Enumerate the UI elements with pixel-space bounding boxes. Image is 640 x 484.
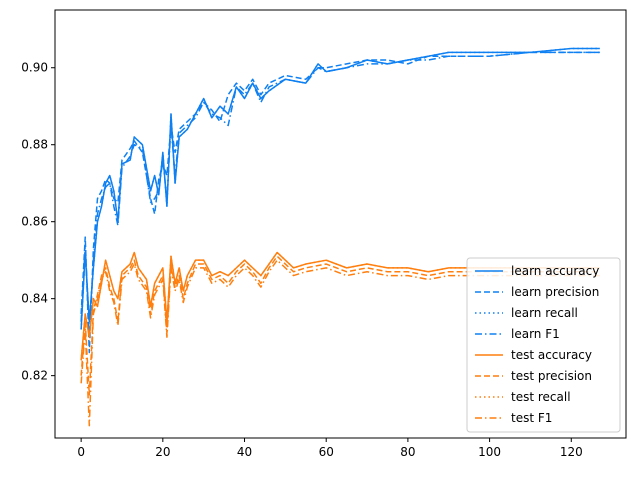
x-tick-label: 100 xyxy=(478,445,501,459)
y-tick-label: 0.86 xyxy=(21,215,48,229)
x-tick-label: 20 xyxy=(155,445,170,459)
legend-label: learn accuracy xyxy=(511,264,599,278)
x-tick-label: 80 xyxy=(400,445,415,459)
y-tick-label: 0.90 xyxy=(21,61,48,75)
legend-label: test accuracy xyxy=(511,348,592,362)
legend-label: learn recall xyxy=(511,306,578,320)
x-axis: 0 20 40 60 80 100 120 xyxy=(77,438,583,459)
legend: learn accuracy learn precision learn recal… xyxy=(466,257,621,433)
legend-box xyxy=(466,257,621,433)
series-line-test-recall xyxy=(80,251,600,361)
legend-label: learn F1 xyxy=(511,327,560,341)
x-tick-label: 0 xyxy=(77,445,85,459)
series-line-learn-F1 xyxy=(80,51,600,338)
y-tick-label: 0.84 xyxy=(21,292,48,306)
y-axis: 0.82 0.84 0.86 0.88 0.90 xyxy=(21,61,55,383)
series-line-test-F1 xyxy=(80,259,600,427)
series-line-test-precision xyxy=(80,255,600,396)
legend-label: learn precision xyxy=(511,285,599,299)
plot-frame xyxy=(54,9,627,439)
x-tick-label: 60 xyxy=(319,445,334,459)
x-tick-label: 120 xyxy=(560,445,583,459)
legend-label: test recall xyxy=(511,390,571,404)
y-tick-label: 0.82 xyxy=(21,369,48,383)
y-tick-label: 0.88 xyxy=(21,138,48,152)
x-tick-label: 40 xyxy=(237,445,252,459)
series-line-learn-recall xyxy=(80,47,600,330)
legend-label: test precision xyxy=(511,369,592,383)
series-layer xyxy=(80,47,600,427)
legend-label: test F1 xyxy=(511,411,552,425)
